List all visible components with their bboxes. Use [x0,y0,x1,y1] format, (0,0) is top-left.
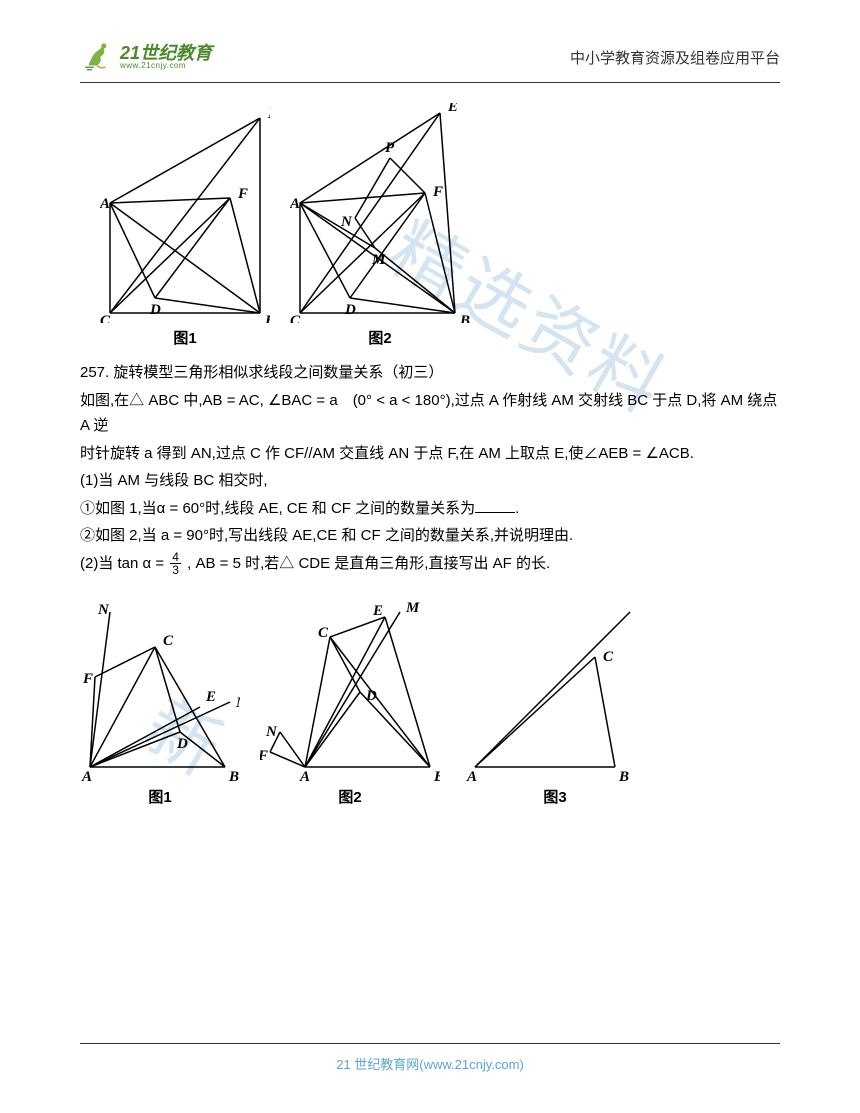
fraction: 4 3 [170,551,181,576]
svg-text:B: B [433,769,440,782]
logo: 21世纪教育 www.21cnjy.com [80,40,212,74]
svg-text:D: D [365,688,377,704]
svg-text:C: C [290,313,301,323]
svg-text:N: N [340,214,353,230]
svg-text:A: A [290,196,300,212]
header-right-text: 中小学教育资源及组卷应用平台 [570,47,780,68]
problem-q1: (1)当 AM 与线段 BC 相交时, [80,468,780,494]
problem-q2: (2)当 tan α = 4 3 , AB = 5 时,若△ CDE 是直角三角… [80,551,780,577]
svg-text:M: M [235,695,240,711]
svg-text:F: F [82,671,93,687]
figure-2-wrap: A B C D E F P N M 图2 [290,103,470,348]
bottom-figure-1-wrap: A B C D E F N M 图1 [80,592,240,807]
svg-text:E: E [372,603,383,619]
figure-1-label: 图1 [173,327,196,348]
logo-text-block: 21世纪教育 www.21cnjy.com [120,44,212,70]
svg-text:A: A [466,769,477,782]
problem-heading: 257. 旋转模型三角形相似求线段之间数量关系（初三） [80,360,780,386]
bottom-figure-3-label: 图3 [543,786,566,807]
bottom-figure-2-wrap: A B C D E M NF 图2 [260,592,440,807]
svg-text:F: F [432,184,443,200]
bottom-figure-3-wrap: A B C 图3 [460,592,650,807]
logo-main-text: 21世纪教育 [120,44,212,62]
svg-text:C: C [603,649,614,665]
svg-text:P: P [385,140,395,156]
bottom-figure-3: A B C [460,592,650,782]
svg-text:B: B [264,313,270,323]
svg-text:M: M [405,600,420,616]
svg-text:C: C [163,633,174,649]
svg-text:D: D [344,302,356,318]
svg-text:D: D [176,736,188,752]
svg-text:C: C [100,313,111,323]
svg-text:M: M [371,252,386,268]
top-figure-1: A B C D E F [100,103,270,323]
svg-text:A: A [81,769,92,782]
problem-line-1a: 如图,在△ ABC 中,AB = AC, ∠BAC = a (0° < a < … [80,388,780,439]
svg-text:A: A [299,769,310,782]
svg-text:B: B [459,313,470,323]
answer-blank [475,498,515,513]
logo-runner-icon [80,40,114,74]
top-figure-row: A B C D E F 图1 A B C D E F P N M 图2 [100,103,780,348]
problem-q1b: ②如图 2,当 a = 90°时,写出线段 AE,CE 和 CF 之间的数量关系… [80,523,780,549]
svg-text:N: N [265,724,278,740]
page-content: A B C D E F 图1 A B C D E F P N M 图2 257. 旋转模型三角形相似求线段… [80,103,780,807]
svg-text:A: A [100,196,110,212]
bottom-figure-1-label: 图1 [148,786,171,807]
bottom-figure-2-label: 图2 [338,786,361,807]
svg-text:B: B [618,769,629,782]
bottom-figure-row: ABCDEFNM 图1 ABCDEMNF 图2 ABC 图3 [80,592,780,807]
svg-text:N: N [97,602,110,618]
svg-text:D: D [149,302,161,318]
problem-q1a: ①如图 1,当α = 60°时,线段 AE, CE 和 CF 之间的数量关系为. [80,496,780,522]
svg-text:C: C [318,625,329,641]
svg-text:E: E [205,689,216,705]
figure-1-wrap: A B C D E F 图1 [100,103,270,348]
page-footer: 21 世纪教育网(www.21cnjy.com) [80,1043,780,1073]
bottom-figure-2: A B C D E M NF [260,592,440,782]
svg-text:E: E [447,103,458,115]
figure-2-label: 图2 [368,327,391,348]
svg-text:F: F [237,186,248,202]
problem-line-1b: 时针旋转 a 得到 AN,过点 C 作 CF//AM 交直线 AN 于点 F,在… [80,441,780,467]
bottom-figure-1: A B C D E F N M [80,592,240,782]
logo-sub-text: www.21cnjy.com [120,62,212,70]
svg-text:B: B [228,769,239,782]
page-header: 21世纪教育 www.21cnjy.com 中小学教育资源及组卷应用平台 [80,40,780,83]
top-figure-2: A B C D E F P N M [290,103,470,323]
svg-text:F: F [260,748,268,764]
svg-text:E: E [267,106,270,122]
